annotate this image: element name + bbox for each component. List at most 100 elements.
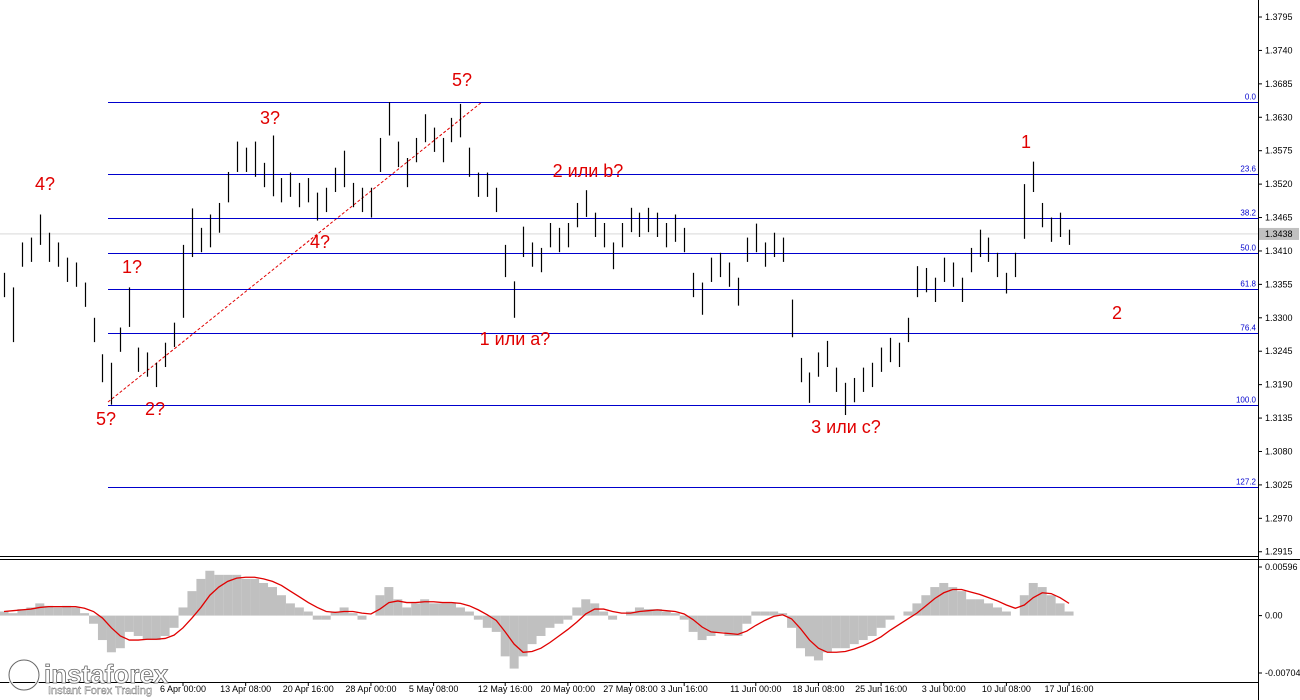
- wave-label: 4?: [35, 174, 55, 194]
- histogram-bar: [115, 615, 125, 649]
- histogram-bar: [957, 591, 967, 616]
- y-tick-label: 1.3575: [1265, 146, 1293, 156]
- histogram-bar: [8, 613, 18, 616]
- histogram-bar: [169, 615, 179, 628]
- y-tick-label: 1.3795: [1265, 12, 1293, 22]
- y-tick-label: 1.3300: [1265, 313, 1293, 323]
- histogram-bar: [670, 613, 680, 616]
- histogram-bar: [706, 615, 716, 636]
- histogram-bar: [473, 615, 483, 620]
- histogram-bar: [133, 615, 143, 636]
- histogram-bar: [384, 587, 394, 616]
- fib-label: 61.8: [1240, 280, 1256, 289]
- histogram-bar: [948, 587, 958, 616]
- histogram-bar: [53, 607, 63, 616]
- histogram-bar: [930, 587, 940, 616]
- fib-label: 0.0: [1245, 93, 1257, 102]
- histogram-bar: [1046, 595, 1056, 616]
- y-tick-label: 0.00: [1265, 611, 1283, 621]
- x-tick-label: 6 Apr 00:00: [160, 684, 206, 694]
- y-tick-label: 1.3135: [1265, 413, 1293, 423]
- histogram-bar: [241, 578, 251, 616]
- histogram-bar: [35, 603, 45, 616]
- wave-label: 1 или a?: [480, 329, 551, 349]
- y-tick-label: 1.3410: [1265, 246, 1293, 256]
- histogram-bar: [26, 607, 36, 616]
- y-tick-label: 1.3080: [1265, 446, 1293, 456]
- histogram-bar: [429, 603, 439, 616]
- histogram-bar: [491, 615, 501, 632]
- histogram-bar: [652, 609, 662, 616]
- histogram-bar: [697, 615, 707, 641]
- histogram-bar: [17, 609, 27, 616]
- wave-label: 3?: [260, 108, 280, 128]
- y-tick-label: 1.3025: [1265, 480, 1293, 490]
- histogram-bar: [760, 611, 770, 616]
- histogram-bar: [303, 611, 313, 616]
- y-tick-label: 1.2970: [1265, 513, 1293, 523]
- histogram-bar: [599, 611, 609, 616]
- histogram-bar: [975, 599, 985, 616]
- logo-icon: [8, 659, 40, 691]
- fib-label: 127.2: [1236, 478, 1257, 487]
- fib-label: 76.4: [1240, 324, 1256, 333]
- histogram-bar: [223, 574, 233, 616]
- y-tick-label: 1.3465: [1265, 213, 1293, 223]
- wave-label: 5?: [96, 409, 116, 429]
- x-tick-label: 20 May 00:00: [541, 684, 596, 694]
- histogram-bar: [330, 611, 340, 616]
- wave-label: 4?: [310, 232, 330, 252]
- histogram-bar: [393, 599, 403, 616]
- y-tick-label: 1.3520: [1265, 179, 1293, 189]
- histogram-bar: [294, 607, 304, 616]
- histogram-bar: [554, 615, 564, 624]
- histogram-bar: [876, 615, 886, 628]
- histogram-bar: [742, 615, 752, 624]
- histogram-bar: [858, 615, 868, 641]
- x-tick-label: 28 Apr 00:00: [345, 684, 396, 694]
- histogram-bar: [62, 605, 72, 616]
- histogram-bar: [796, 615, 806, 649]
- y-tick-label: 1.3245: [1265, 346, 1293, 356]
- fib-label: 23.6: [1240, 165, 1256, 174]
- histogram-bar: [455, 607, 465, 616]
- histogram-bar: [867, 615, 877, 636]
- histogram-bar: [545, 615, 555, 628]
- y-tick-label: 1.3630: [1265, 112, 1293, 122]
- wave-label: 2 или b?: [553, 161, 624, 181]
- histogram-bar: [420, 599, 430, 616]
- histogram-bar: [527, 615, 537, 645]
- histogram-bar: [769, 611, 779, 616]
- x-tick-label: 13 Apr 08:00: [220, 684, 271, 694]
- histogram-bar: [831, 615, 841, 649]
- histogram-bar: [124, 615, 134, 632]
- histogram-bar: [1055, 603, 1065, 616]
- y-tick-label: 1.2915: [1265, 547, 1293, 557]
- y-tick-label: 1.3685: [1265, 79, 1293, 89]
- wave-label: 5?: [452, 70, 472, 90]
- histogram-bar: [438, 603, 448, 616]
- histogram-bar: [482, 615, 492, 628]
- histogram-bar: [715, 615, 725, 632]
- y-tick-label: -0.00704: [1265, 668, 1300, 678]
- histogram-bar: [71, 607, 81, 616]
- current-price-box: [1259, 227, 1299, 240]
- histogram-bar: [0, 611, 9, 616]
- histogram-bar: [903, 611, 913, 616]
- histogram-bar: [205, 570, 215, 616]
- histogram-bar: [464, 611, 474, 616]
- histogram-bar: [232, 574, 242, 616]
- fib-label: 100.0: [1236, 396, 1257, 405]
- histogram-bar: [106, 615, 116, 653]
- histogram-bar: [348, 613, 358, 616]
- wave-label: 2?: [145, 399, 165, 419]
- x-tick-label: 3 Jun 16:00: [661, 684, 708, 694]
- histogram-bar: [509, 615, 519, 669]
- histogram-bar: [939, 582, 949, 616]
- histogram-bar: [142, 615, 152, 641]
- histogram-bar: [321, 615, 331, 620]
- histogram-bar: [80, 613, 90, 616]
- plot-layer: 1.2915 1.2970 1.3025 1.3080 1.3135 1.3190 1.32…: [0, 12, 1300, 694]
- histogram-bar: [688, 615, 698, 632]
- histogram-bar: [447, 603, 456, 616]
